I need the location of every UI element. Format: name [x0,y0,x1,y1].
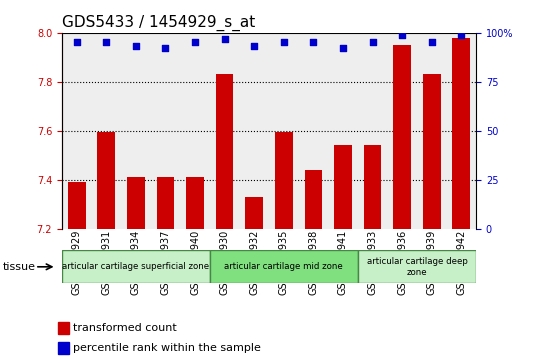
Point [427,40,436,45]
Text: tissue: tissue [3,262,36,272]
Point [368,40,377,45]
Text: articular cartilage deep
zone: articular cartilage deep zone [366,257,468,277]
Point [72,40,81,45]
Bar [358,250,476,283]
Text: articular cartilage superficial zone: articular cartilage superficial zone [62,262,209,271]
Text: GDS5433 / 1454929_s_at: GDS5433 / 1454929_s_at [62,15,255,31]
Point [250,44,258,49]
Text: articular cartilage mid zone: articular cartilage mid zone [224,262,343,271]
Point [190,40,199,45]
Bar [216,74,233,229]
Bar [452,37,470,229]
Point [457,32,465,37]
Bar [127,177,145,229]
Bar [97,132,115,229]
Bar [210,250,358,283]
Point [279,40,288,45]
Bar [364,146,381,229]
Bar [334,146,352,229]
Bar [423,74,441,229]
Bar [275,132,293,229]
Bar [186,177,204,229]
Bar [305,170,322,229]
Point [220,36,229,41]
Point [398,32,406,37]
Bar [245,197,263,229]
Bar [68,182,86,229]
Bar [393,45,411,229]
Text: percentile rank within the sample: percentile rank within the sample [73,343,261,353]
Point [309,40,317,45]
Point [102,40,111,45]
Bar [58,342,69,354]
Text: transformed count: transformed count [73,323,177,333]
Bar [58,322,69,334]
Point [161,45,170,51]
Point [131,44,140,49]
Bar [157,177,174,229]
Point [339,45,348,51]
Bar [62,250,210,283]
